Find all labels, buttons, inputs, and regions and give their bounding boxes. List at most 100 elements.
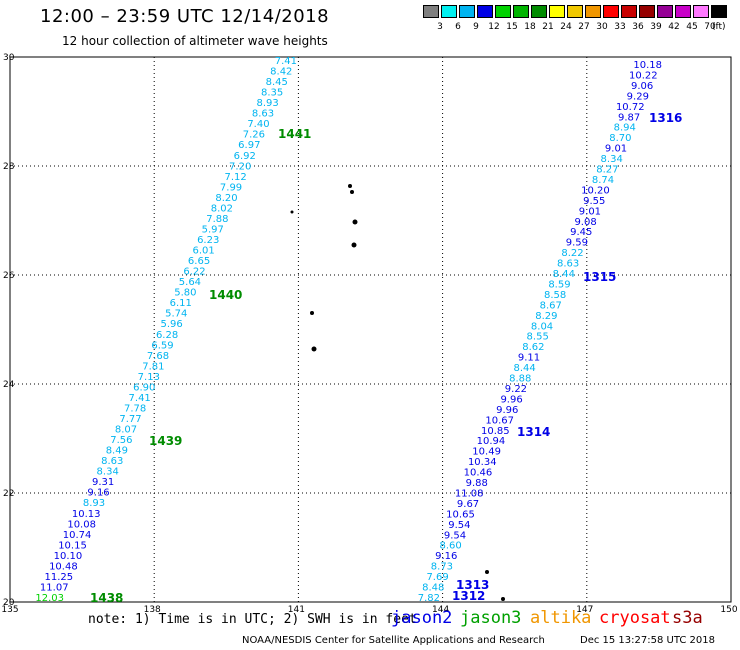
legend-label: 45 [686,22,698,32]
legend-swatch [621,5,637,18]
wave-height-label: 6.22 [183,267,205,278]
wave-height-label: 8.63 [252,109,274,120]
island [352,219,358,225]
wave-height-label: 6.59 [151,340,173,351]
wave-height-label: 6.97 [238,140,260,151]
wave-height-label: 8.63 [101,456,123,467]
orbit-number: 1441 [278,127,311,141]
wave-height-label: 9.88 [466,478,488,489]
timestamp: Dec 15 13:27:58 UTC 2018 [580,635,715,646]
wave-height-label: 9.11 [518,353,540,364]
orbit-number: 1314 [517,425,550,439]
orbit-number: 1438 [90,591,123,605]
wave-height-label: 8.27 [596,165,618,176]
orbit-number: 1312 [452,589,485,603]
legend-label: 9 [473,22,479,32]
y-tick-label: 28 [3,162,15,172]
y-tick-label: 22 [3,489,14,499]
wave-height-label: 7.78 [124,403,146,414]
wave-height-label: 6.01 [192,246,214,257]
wave-height-label: 7.69 [426,572,448,583]
legend-label: 18 [524,22,536,32]
wave-height-label: 5.74 [165,309,187,320]
legend-swatch [639,5,655,18]
wave-height-label: 8.34 [97,467,119,478]
page-subtitle: 12 hour collection of altimeter wave hei… [62,34,328,48]
page-title: 12:00 – 23:59 UTC 12/14/2018 [40,6,330,27]
wave-height-label: 6.65 [188,256,210,267]
wave-height-label: 9.01 [605,144,627,155]
satellite-altika: altika [530,608,592,628]
legend-swatch [585,5,601,18]
legend-swatch [603,5,619,18]
island [501,597,505,601]
island [311,346,317,352]
island [290,210,294,214]
legend-swatch [477,5,493,18]
wave-height-label: 7.56 [110,435,132,446]
wave-height-label: 8.93 [83,498,105,509]
y-tick-label: 24 [3,380,15,390]
island [348,184,352,188]
wave-height-label: 10.20 [581,185,610,196]
wave-height-label: 7.12 [224,172,246,183]
wave-height-label: 6.92 [234,151,256,162]
y-tick-label: 30 [3,53,15,63]
wave-height-label: 6.23 [197,235,219,246]
wave-height-label: 8.93 [256,98,278,109]
x-tick-label: 147 [576,605,593,615]
island [350,190,354,194]
legend-label: 27 [578,22,590,32]
wave-height-label: 8.58 [544,290,566,301]
legend-label: 30 [596,22,608,32]
wave-height-label: 6.90 [133,382,155,393]
wave-height-label: 10.48 [49,561,78,572]
wave-height-label: 10.15 [58,540,87,551]
wave-height-label: 6.28 [156,330,178,341]
wave-height-label: 9.67 [457,499,479,510]
wave-height-label: 8.07 [115,425,137,436]
wave-height-label: 9.06 [631,81,653,92]
wave-height-label: 5.97 [202,224,224,235]
wave-height-label: 10.10 [54,551,83,562]
wave-height-label: 8.74 [592,175,614,186]
legend-label: 36 [632,22,644,32]
wave-height-label: 10.13 [72,509,101,520]
orbit-number: 1440 [209,288,242,302]
wave-height-label: 7.41 [129,393,151,404]
wave-height-label: 9.45 [570,227,592,238]
wave-height-label: 10.34 [468,457,497,468]
wave-height-label: 8.60 [439,541,461,552]
wave-height-label: 8.63 [557,259,579,270]
wave-height-label: 9.31 [92,477,114,488]
wave-height-label: 9.29 [627,91,649,102]
wave-height-label: 9.55 [583,196,605,207]
wave-height-label: 9.54 [448,520,470,531]
wave-height-label: 6.11 [170,298,192,309]
wave-height-label: 10.18 [633,60,662,71]
legend-swatch [711,5,727,18]
wave-height-label: 9.96 [496,405,518,416]
legend-swatch [675,5,691,18]
y-tick-label: 20 [3,598,15,608]
wave-height-label: 8.70 [609,133,631,144]
orbit-number: 1313 [456,578,489,592]
wave-height-label: 10.67 [485,415,514,426]
wave-height-label: 8.49 [106,446,128,457]
satellite-cryosat: cryosat [599,608,671,628]
wave-height-label: 10.65 [446,509,475,520]
wave-height-label: 8.59 [548,279,570,290]
wave-height-label: 8.94 [614,123,636,134]
footnote: note: 1) Time is in UTC; 2) SWH is in fe… [88,612,417,627]
satellite-s3a: s3a [672,608,703,628]
legend-unit: (ft) [712,22,726,32]
x-tick-label: 141 [288,605,305,615]
wave-height-label: 7.82 [418,593,440,604]
legend-label: 21 [542,22,554,32]
wave-height-label: 10.94 [477,436,506,447]
island [485,570,489,574]
wave-height-label: 8.44 [553,269,575,280]
legend-label: 6 [455,22,461,32]
wave-height-label: 8.20 [215,193,237,204]
